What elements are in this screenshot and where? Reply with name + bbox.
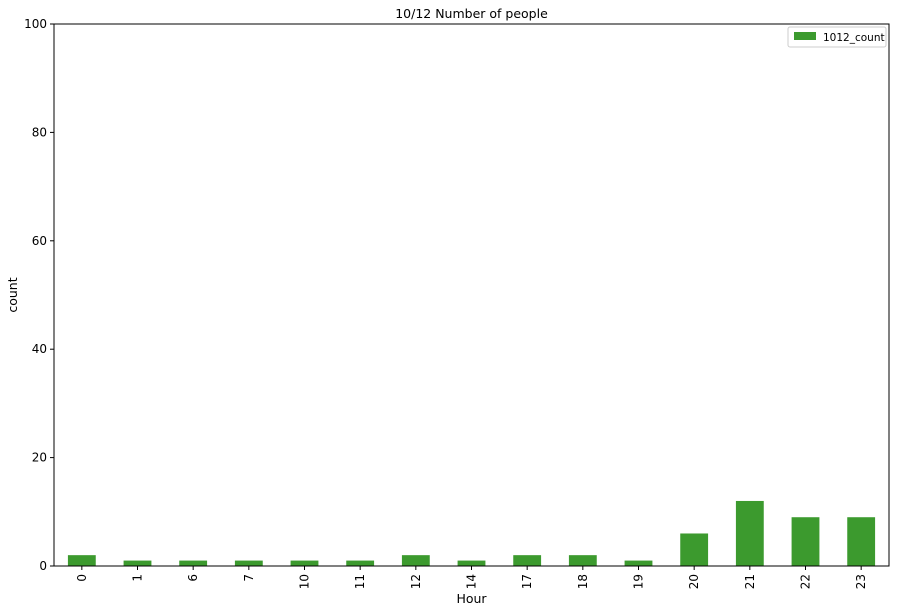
- bar-hour-7: [234, 560, 263, 566]
- y-tick-label: 40: [32, 342, 47, 356]
- bar-hour-14: [457, 560, 486, 566]
- bar-hour-0: [67, 555, 96, 566]
- x-tick-label: 21: [743, 574, 757, 589]
- plot-frame: [53, 23, 890, 567]
- bar-hour-23: [847, 517, 876, 566]
- x-tick-label: 18: [576, 574, 590, 589]
- x-tick-label: 14: [465, 574, 479, 589]
- x-tick-label: 17: [520, 574, 534, 589]
- x-tick-label: 11: [353, 574, 367, 589]
- bar-hour-12: [401, 555, 430, 566]
- x-tick-label: 6: [186, 574, 200, 582]
- bar-hour-1: [123, 560, 152, 566]
- x-tick-label: 10: [298, 574, 312, 589]
- x-tick-label: 20: [687, 574, 701, 589]
- y-tick-label: 0: [39, 559, 47, 573]
- bar-hour-18: [568, 555, 597, 566]
- x-axis-title: Hour: [456, 591, 487, 606]
- legend-swatch: [794, 32, 816, 40]
- bar-hour-21: [735, 500, 764, 566]
- y-axis-title: count: [5, 277, 20, 312]
- bars-group: [67, 500, 876, 566]
- bar-hour-11: [346, 560, 375, 566]
- x-tick-label: 12: [409, 574, 423, 589]
- y-tick-label: 80: [32, 125, 47, 139]
- bar-hour-22: [791, 517, 820, 566]
- bar-hour-6: [179, 560, 208, 566]
- y-tick-label: 100: [24, 17, 47, 31]
- bar-hour-20: [680, 533, 709, 566]
- bar-hour-10: [290, 560, 319, 566]
- x-tick-label: 0: [75, 574, 89, 582]
- x-axis: 0 1 6 7 10 11 12 14 17 18 19 20 21 22 23: [75, 566, 868, 589]
- x-tick-label: 1: [131, 574, 145, 582]
- y-tick-label: 20: [32, 451, 47, 465]
- x-tick-label: 19: [632, 574, 646, 589]
- x-tick-label: 7: [242, 574, 256, 582]
- bar-hour-19: [624, 560, 653, 566]
- legend-label: 1012_count: [823, 32, 885, 44]
- legend: 1012_count: [787, 26, 887, 48]
- bar-hour-17: [513, 555, 542, 566]
- y-tick-label: 60: [32, 234, 47, 248]
- y-axis: 0 20 40 60 80 100: [24, 17, 54, 573]
- x-tick-label: 23: [854, 574, 868, 589]
- x-tick-label: 22: [799, 574, 813, 589]
- chart-title: 10/12 Number of people: [395, 6, 548, 21]
